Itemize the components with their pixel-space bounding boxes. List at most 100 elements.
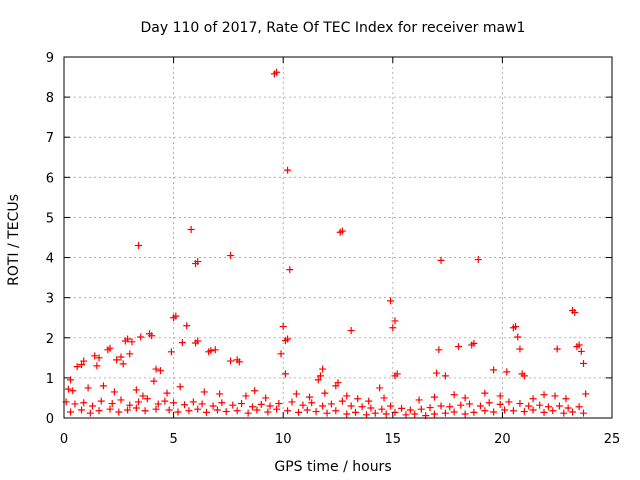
data-point xyxy=(560,409,568,417)
data-point xyxy=(306,393,314,401)
data-point xyxy=(163,389,171,397)
data-point xyxy=(284,407,292,415)
data-point xyxy=(376,384,384,392)
data-point xyxy=(389,324,397,332)
data-point xyxy=(73,363,81,371)
data-point xyxy=(540,391,548,399)
data-point xyxy=(382,410,390,418)
data-point xyxy=(113,356,121,364)
data-point xyxy=(117,396,125,404)
data-point xyxy=(275,400,283,408)
x-tick-label: 25 xyxy=(604,432,621,447)
data-point xyxy=(148,332,156,340)
data-point xyxy=(575,341,583,349)
data-point xyxy=(91,352,99,360)
data-point xyxy=(135,398,143,406)
data-point xyxy=(249,403,257,411)
y-tick-label: 4 xyxy=(46,252,54,267)
data-point xyxy=(470,339,478,347)
data-point xyxy=(106,344,114,352)
data-point xyxy=(78,361,86,369)
plot-frame xyxy=(63,56,613,419)
data-point xyxy=(128,338,136,346)
data-point xyxy=(281,370,289,378)
data-point xyxy=(441,409,449,417)
data-point xyxy=(387,297,395,305)
data-point xyxy=(108,400,116,408)
data-point xyxy=(391,317,399,325)
y-tick-label: 8 xyxy=(46,91,54,106)
data-point xyxy=(514,333,522,341)
data-point xyxy=(338,227,346,235)
grid xyxy=(64,57,612,418)
data-point xyxy=(279,323,287,331)
data-point xyxy=(264,408,272,416)
data-point xyxy=(244,409,252,417)
data-point xyxy=(450,391,458,399)
data-point xyxy=(71,400,79,408)
data-point xyxy=(106,405,114,413)
x-tick-label: 0 xyxy=(60,432,68,447)
data-point xyxy=(358,403,366,411)
data-point xyxy=(496,392,504,400)
data-point xyxy=(86,409,94,417)
data-point xyxy=(288,398,296,406)
data-point xyxy=(380,394,388,402)
data-point xyxy=(387,402,395,410)
data-point xyxy=(178,339,186,347)
data-point xyxy=(95,354,103,362)
data-point xyxy=(284,166,292,174)
data-point xyxy=(446,403,454,411)
y-tick-label: 3 xyxy=(46,292,54,307)
data-point xyxy=(216,390,224,398)
data-point xyxy=(398,404,406,412)
x-tick-label: 10 xyxy=(275,432,292,447)
data-point xyxy=(580,409,588,417)
data-point xyxy=(139,392,147,400)
data-point xyxy=(121,337,129,345)
data-point xyxy=(529,406,537,414)
data-point xyxy=(152,365,160,373)
data-point xyxy=(266,402,274,410)
data-point xyxy=(209,402,217,410)
axis-ticks: 0 5 10 15 20 25 0 1 2 3 4 5 6 7 8 9 xyxy=(46,51,621,447)
data-point xyxy=(218,399,226,407)
data-point xyxy=(516,345,524,353)
data-point xyxy=(135,242,143,250)
data-point xyxy=(181,401,189,409)
data-point xyxy=(273,405,281,413)
data-point xyxy=(227,357,235,365)
data-point xyxy=(575,403,583,411)
data-point xyxy=(78,406,86,414)
data-point xyxy=(569,408,577,416)
data-point xyxy=(227,252,235,260)
data-point xyxy=(323,409,331,417)
data-point xyxy=(430,410,438,418)
data-point xyxy=(496,400,504,408)
data-point xyxy=(88,402,96,410)
data-point xyxy=(406,406,414,414)
data-point xyxy=(194,258,202,266)
data-point xyxy=(347,402,355,410)
data-point xyxy=(312,408,320,416)
data-point xyxy=(93,362,101,370)
data-point xyxy=(152,405,160,413)
data-point xyxy=(165,406,173,414)
data-point xyxy=(303,406,311,414)
x-tick-label: 20 xyxy=(494,432,511,447)
data-point xyxy=(577,347,585,355)
y-tick-label: 6 xyxy=(46,171,54,186)
data-point xyxy=(417,405,425,413)
data-point xyxy=(110,388,118,396)
data-point xyxy=(141,407,149,415)
data-point xyxy=(67,408,75,416)
data-point xyxy=(277,350,285,358)
data-point xyxy=(505,398,513,406)
data-point xyxy=(194,337,202,345)
data-point xyxy=(402,411,410,419)
data-point xyxy=(319,365,327,373)
data-point xyxy=(119,360,127,368)
data-point xyxy=(571,309,579,317)
data-point xyxy=(529,395,537,403)
data-point xyxy=(84,384,92,392)
